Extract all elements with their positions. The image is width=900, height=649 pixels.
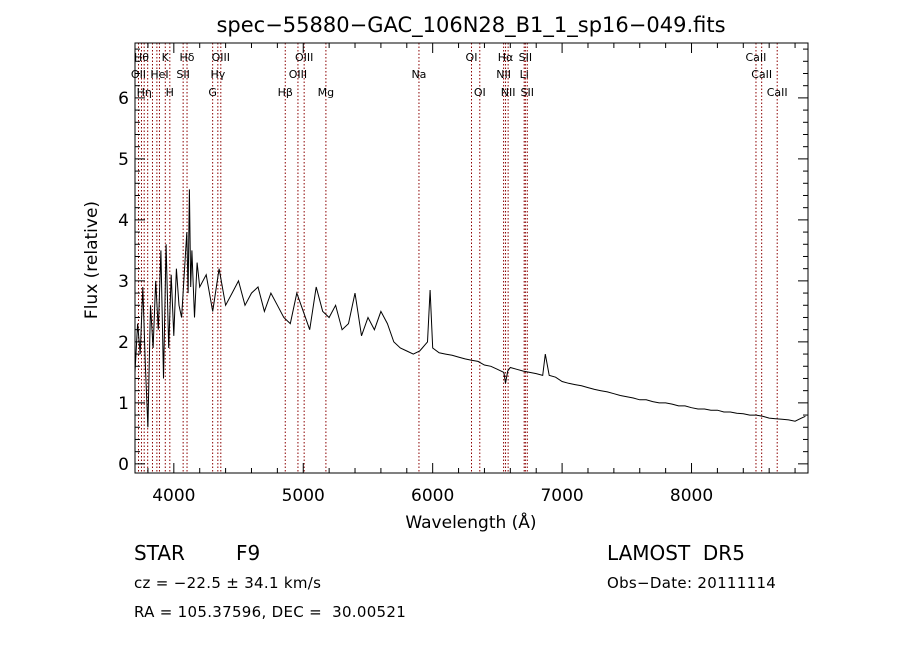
x-tick-label: 4000 <box>152 486 195 506</box>
line-marker-label: OII <box>131 68 146 81</box>
redshift-text: cz = −22.5 ± 34.1 km/s <box>134 574 322 592</box>
y-tick-label: 4 <box>118 211 129 231</box>
line-marker-label: OIII <box>212 51 230 64</box>
y-axis-ticks: 0 1 2 3 4 5 6 <box>118 48 808 475</box>
x-tick-label: 6000 <box>411 486 454 506</box>
emission-line-markers <box>137 43 778 473</box>
line-marker-label: HeI <box>150 68 168 81</box>
plot-frame <box>134 42 809 474</box>
line-marker-label: Hδ <box>180 51 195 64</box>
line-marker-label: Hγ <box>210 68 225 81</box>
y-tick-label: 2 <box>118 333 129 353</box>
line-marker-label: OI <box>466 51 478 64</box>
line-marker-label: Mg <box>318 86 334 99</box>
marker-labels: OII Hθ Hη HeI K H Hδ SII G Hγ OIII Hβ OIII OIII Mg Na OI… <box>131 51 788 99</box>
y-axis-label: Flux (relative) <box>82 201 102 319</box>
x-tick-label: 8000 <box>670 486 713 506</box>
y-tick-label: 0 <box>118 455 129 475</box>
line-marker-label: CaII <box>746 51 767 64</box>
line-marker-label: Li <box>520 68 529 81</box>
line-marker-label: SII <box>521 86 534 99</box>
line-marker-label: Hβ <box>278 86 293 99</box>
obs-date-text: Obs−Date: 20111114 <box>607 574 777 592</box>
line-marker-label: NII <box>501 86 516 99</box>
x-axis-ticks: 4000 5000 6000 7000 8000 <box>147 43 796 506</box>
x-tick-label: 7000 <box>540 486 583 506</box>
survey-label: LAMOST DR5 <box>607 541 745 565</box>
spectrum-line <box>134 189 806 428</box>
line-marker-label: CaII <box>767 86 788 99</box>
line-marker-label: Na <box>411 68 426 81</box>
line-marker-label: OI <box>474 86 486 99</box>
y-tick-label: 5 <box>118 150 129 170</box>
y-tick-label: 3 <box>118 272 129 292</box>
x-tick-label: 5000 <box>282 486 325 506</box>
line-marker-label: G <box>208 86 217 99</box>
x-axis-label: Wavelength (Å) <box>405 511 536 533</box>
line-marker-label: H <box>166 86 174 99</box>
object-subclass: F9 <box>236 541 261 565</box>
line-marker-label: Hα <box>498 51 514 64</box>
coordinates-text: RA = 105.37596, DEC = 30.00521 <box>134 603 407 621</box>
line-marker-label: Hθ <box>134 51 149 64</box>
line-marker-label: CaII <box>751 68 772 81</box>
line-marker-label: NII <box>496 68 511 81</box>
line-marker-label: OIII <box>289 68 307 81</box>
object-class: STAR <box>134 541 185 565</box>
y-tick-label: 6 <box>118 89 129 109</box>
line-marker-label: K <box>162 51 170 64</box>
line-marker-label: Hη <box>137 86 152 99</box>
line-marker-label: SII <box>519 51 532 64</box>
y-tick-label: 1 <box>118 394 129 414</box>
spectrum-line-group <box>134 189 806 428</box>
line-marker-label: OIII <box>295 51 313 64</box>
chart-title: spec−55880−GAC_106N28_B1_1_sp16−049.fits <box>216 13 725 38</box>
line-marker-label: SII <box>176 68 189 81</box>
